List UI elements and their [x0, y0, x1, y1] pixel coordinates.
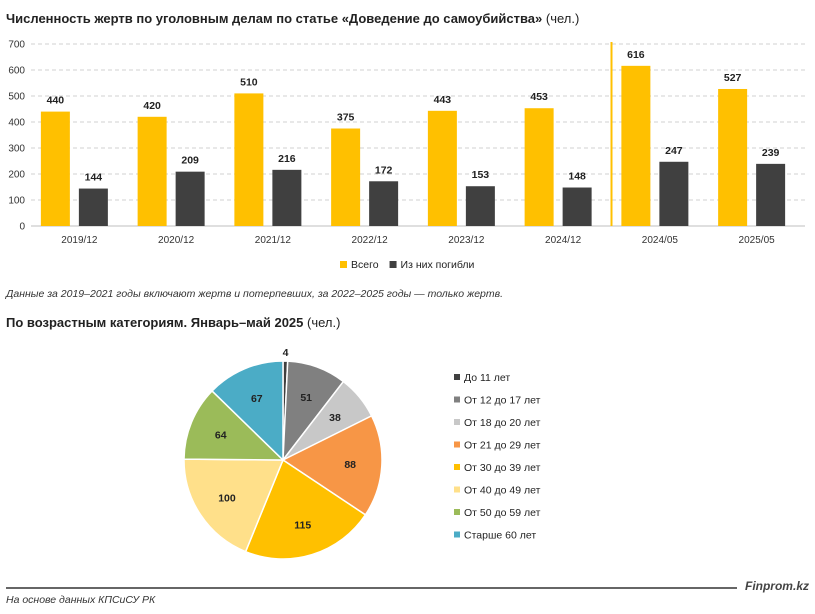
y-tick-label: 300	[8, 144, 25, 155]
pie-data-label: 38	[329, 412, 341, 424]
bar-data-label: 527	[724, 72, 742, 84]
bar-total	[40, 111, 70, 226]
bar-data-label: 420	[143, 100, 161, 112]
legend-swatch	[454, 531, 460, 538]
pie-slice	[183, 389, 285, 461]
bar-data-label: 239	[762, 147, 780, 159]
legend-label: От 40 до 49 лет	[464, 485, 541, 497]
bar-data-label: 144	[85, 172, 103, 184]
x-tick-label: 2020/12	[158, 235, 195, 246]
x-tick-label: 2022/12	[352, 235, 389, 246]
legend-swatch	[454, 374, 460, 380]
bar-died	[272, 169, 302, 226]
legend-label: Всего	[351, 259, 379, 271]
legend-label: От 30 до 39 лет	[464, 462, 541, 474]
x-tick-label: 2023/12	[448, 235, 485, 246]
bar-died	[369, 181, 399, 226]
legend-swatch	[389, 261, 397, 268]
bar-total	[427, 110, 457, 226]
y-tick-label: 500	[8, 92, 25, 103]
legend-label: От 12 до 17 лет	[464, 395, 541, 407]
pie-slice	[183, 458, 285, 553]
bar-data-label: 209	[181, 155, 199, 167]
legend-swatch	[454, 486, 460, 493]
pie-chart-title: По возрастным категориям. Январь–май 202…	[6, 315, 340, 330]
y-tick-label: 400	[8, 118, 25, 129]
legend-swatch	[340, 261, 347, 268]
legend-swatch	[454, 464, 460, 470]
bar-data-label: 453	[530, 91, 548, 103]
pie-data-label: 67	[251, 393, 263, 405]
bar-data-label: 216	[278, 153, 296, 165]
pie-data-label: 4	[283, 347, 289, 359]
bar-data-label: 148	[568, 171, 586, 183]
source-note: На основе данных КПСиСУ РК	[6, 594, 156, 606]
legend-label: От 21 до 29 лет	[464, 440, 541, 452]
pie-title-bold: По возрастным категориям. Январь–май 202…	[6, 315, 304, 330]
bar-died	[465, 186, 495, 226]
bar-total	[137, 116, 167, 226]
x-tick-label: 2021/12	[255, 235, 292, 246]
pie-data-label: 115	[294, 519, 311, 531]
legend-label: Старше 60 лет	[464, 530, 536, 542]
legend-label: От 50 до 59 лет	[464, 507, 541, 519]
legend-swatch	[454, 509, 460, 515]
bar-died	[562, 187, 592, 226]
bar-data-label: 616	[627, 49, 645, 61]
bar-data-label: 510	[240, 76, 258, 88]
x-tick-label: 2025/05	[739, 235, 776, 246]
bar-died	[659, 161, 689, 226]
pie-data-label: 88	[344, 459, 356, 471]
bar-total	[331, 128, 361, 226]
bar-total	[621, 65, 651, 226]
pie-slice	[244, 458, 367, 560]
legend-swatch	[454, 396, 460, 403]
y-tick-label: 200	[8, 170, 25, 181]
y-tick-label: 0	[19, 222, 25, 233]
pie-data-label: 51	[300, 392, 312, 404]
bar-data-label: 247	[665, 145, 683, 157]
pie-slice	[211, 360, 284, 462]
brand-logo-text: Finprom.kz	[744, 579, 809, 593]
pie-slice	[281, 414, 383, 516]
pie-title-unit: (чел.)	[303, 315, 341, 330]
legend-label: До 11 лет	[464, 372, 510, 384]
bar-data-label: 440	[47, 95, 65, 107]
x-tick-label: 2024/12	[545, 235, 582, 246]
legend-label: От 18 до 20 лет	[464, 417, 541, 429]
bar-total	[524, 108, 554, 226]
y-tick-label: 100	[8, 196, 25, 207]
pie-data-label: 64	[215, 429, 227, 441]
bar-chart-note: Данные за 2019–2021 годы включают жертв …	[6, 288, 504, 300]
x-tick-label: 2024/05	[642, 235, 679, 246]
bar-total	[234, 93, 264, 227]
bar-data-label: 443	[434, 94, 452, 106]
bar-title-unit: (чел.)	[542, 11, 580, 26]
legend-swatch	[454, 441, 460, 448]
legend-label: Из них погибли	[401, 259, 475, 271]
bar-died	[78, 188, 108, 226]
y-tick-label: 600	[8, 66, 25, 77]
bar-chart-title: Численность жертв по уголовным делам по …	[6, 11, 579, 26]
bar-died	[756, 163, 786, 226]
y-tick-label: 700	[8, 40, 25, 51]
bar-data-label: 172	[375, 164, 393, 176]
bar-data-label: 153	[472, 169, 490, 181]
pie-data-label: 100	[218, 492, 236, 504]
bar-data-label: 375	[337, 112, 355, 124]
bottom-divider	[6, 587, 737, 589]
bar-total	[718, 88, 748, 226]
x-tick-label: 2019/12	[61, 235, 98, 246]
bar-title-bold: Численность жертв по уголовным делам по …	[6, 11, 543, 26]
bar-died	[175, 171, 205, 226]
legend-swatch	[454, 419, 460, 425]
